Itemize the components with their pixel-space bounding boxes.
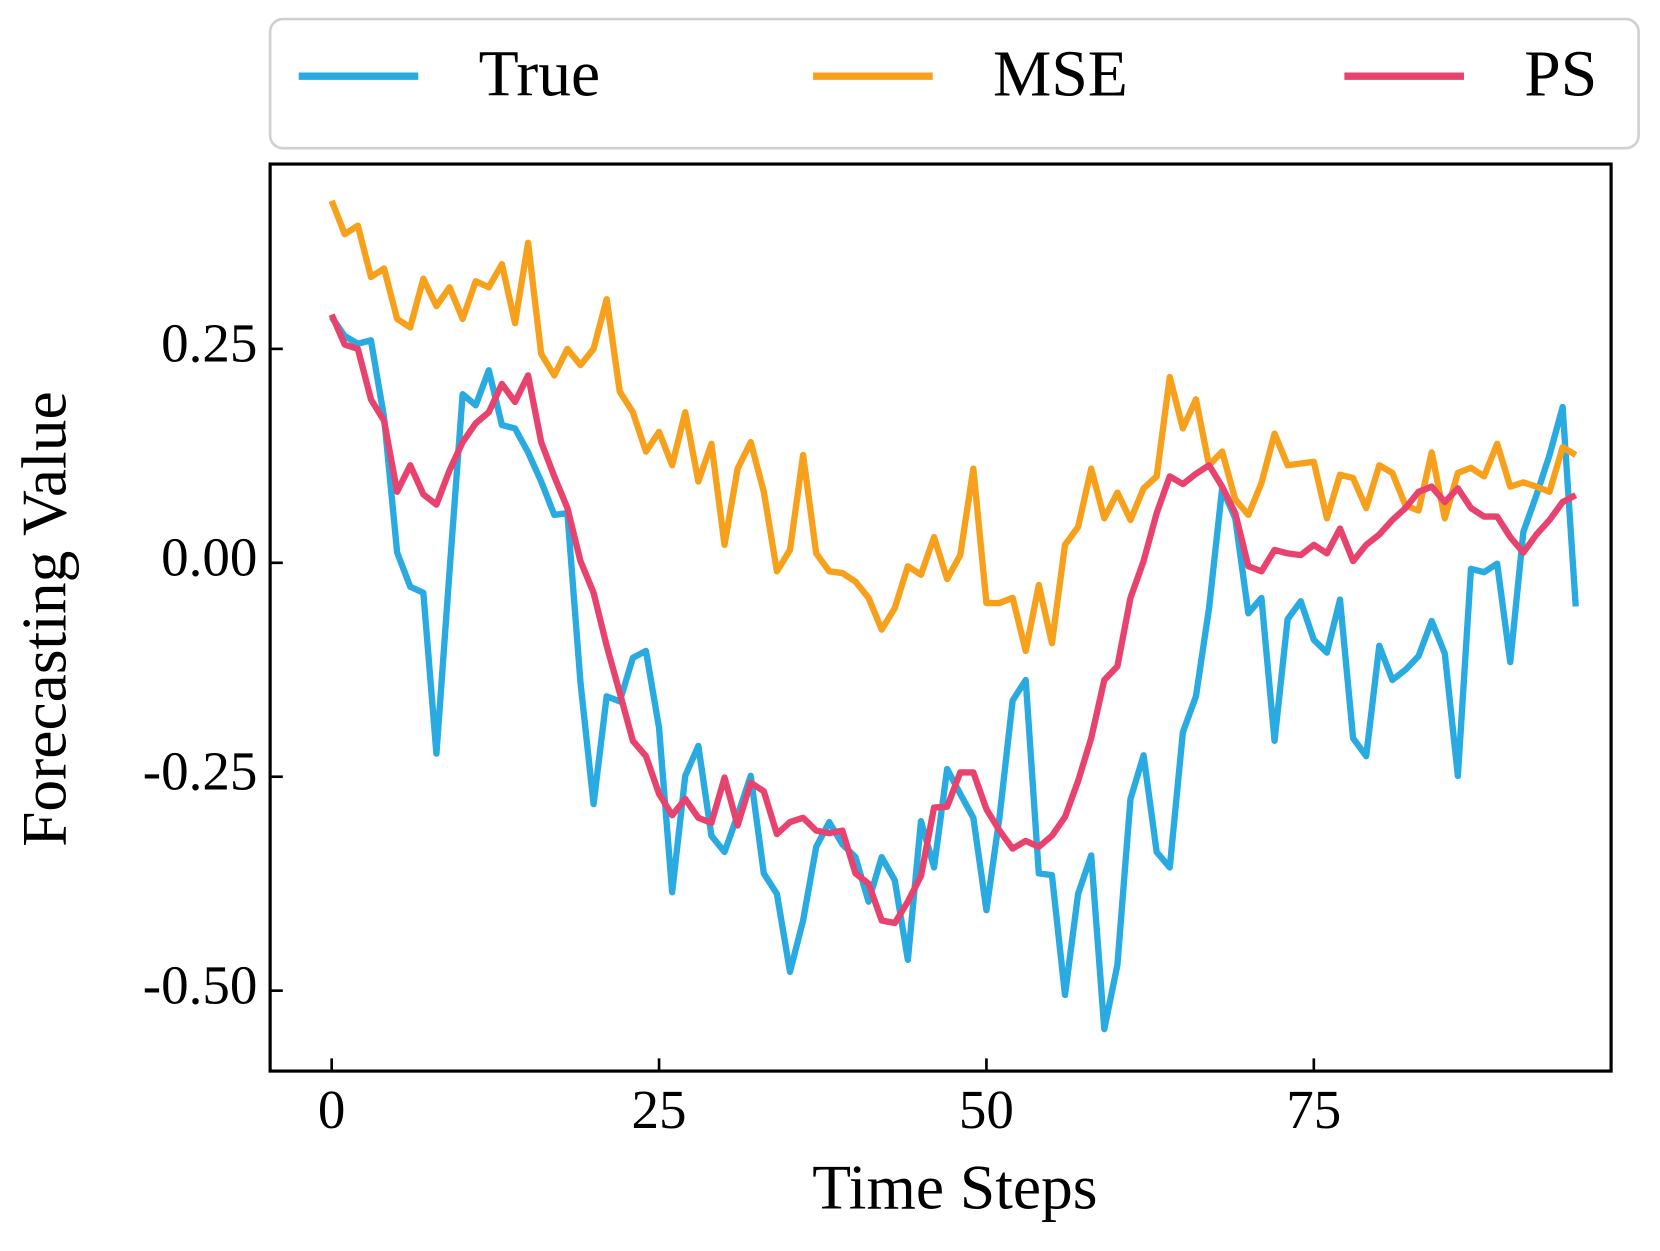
legend-label: True [479,38,601,110]
legend-label: MSE [993,38,1128,110]
y-tick-label: -0.25 [143,740,258,801]
y-axis-label: Forecasting Value [9,391,80,847]
plot-frame [268,162,1613,1073]
series-line [329,315,1579,1033]
y-tick-label: 0.25 [161,313,257,374]
x-tick-label: 50 [959,1079,1014,1140]
series-line [328,199,1578,655]
x-tick-label: 0 [318,1079,346,1140]
x-tick-label: 25 [632,1079,687,1140]
legend-label: PS [1524,38,1597,110]
legend-box [268,17,1640,150]
y-tick-label: -0.50 [143,954,258,1015]
x-tick-label: 75 [1286,1079,1341,1140]
y-tick-label: 0.00 [161,526,257,587]
series-line [328,313,1578,927]
x-axis-label: Time Steps [812,1151,1097,1222]
